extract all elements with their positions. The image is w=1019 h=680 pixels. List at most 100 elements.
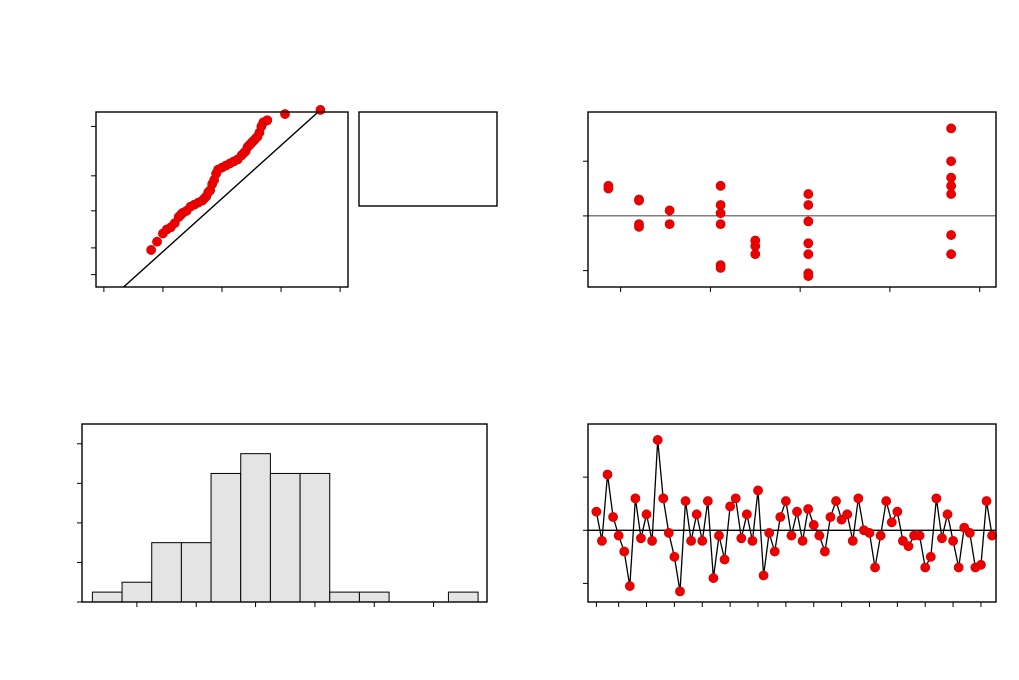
data-point (715, 208, 726, 219)
data-point (658, 493, 669, 504)
normal-probability-plot (91, 105, 349, 292)
data-point (870, 562, 880, 573)
data-point (715, 180, 726, 191)
data-point (946, 249, 957, 260)
data-point (803, 216, 814, 227)
data-point (624, 581, 635, 591)
plot-frame (81, 423, 488, 603)
data-point (831, 496, 841, 506)
data-point (964, 528, 975, 538)
data-point (663, 528, 674, 538)
data-point (619, 546, 630, 557)
data-point (946, 230, 957, 240)
data-point (914, 530, 925, 541)
data-point (591, 506, 602, 517)
data-point (803, 249, 814, 260)
histogram-bar (121, 581, 153, 603)
legend-box (358, 111, 498, 207)
plot-frame (587, 111, 997, 288)
data-point (669, 551, 680, 562)
histogram-bar (151, 542, 182, 603)
data-point (741, 509, 752, 520)
residuals-vs-order-plot (583, 423, 997, 607)
data-point (686, 535, 697, 546)
data-point (808, 520, 819, 530)
data-point (925, 551, 936, 562)
data-point (641, 509, 652, 520)
data-point (948, 535, 958, 546)
data-point (981, 496, 992, 506)
data-point (786, 530, 797, 541)
plot-frame (95, 111, 349, 288)
data-point (886, 517, 897, 528)
data-point (708, 573, 719, 583)
data-point (864, 528, 875, 538)
data-point (903, 541, 914, 552)
histogram-plot (77, 423, 488, 607)
data-point (803, 271, 814, 281)
data-point (976, 559, 986, 570)
histogram-bar (210, 472, 242, 603)
data-point (597, 535, 607, 546)
data-point (602, 469, 613, 480)
data-point (803, 238, 814, 249)
data-point (775, 512, 786, 522)
data-point (613, 530, 624, 541)
histogram-bar (329, 591, 360, 603)
histogram-bar (180, 542, 212, 603)
data-point (803, 504, 814, 514)
data-point (750, 249, 761, 260)
data-point (630, 493, 641, 504)
data-point (730, 493, 741, 504)
data-point (819, 546, 830, 557)
data-point (764, 528, 775, 538)
data-point (792, 506, 802, 517)
histogram-bar (299, 472, 331, 603)
data-point (715, 219, 726, 230)
data-point (853, 493, 864, 504)
data-point (750, 241, 761, 251)
data-point (715, 262, 726, 273)
data-point (881, 496, 892, 506)
data-point (769, 546, 780, 557)
data-point (937, 533, 947, 544)
data-point (702, 496, 713, 506)
plot-frame (587, 423, 997, 603)
data-point (680, 496, 691, 506)
histogram-bar (358, 591, 390, 603)
data-point (825, 512, 836, 522)
data-point (636, 533, 646, 544)
data-point (647, 535, 657, 546)
data-point (797, 535, 808, 546)
data-point (608, 512, 618, 522)
data-point (280, 109, 290, 119)
data-point (262, 115, 273, 126)
data-point (664, 205, 675, 216)
data-point (803, 189, 814, 199)
data-point (715, 200, 726, 210)
data-point (691, 509, 702, 520)
histogram-bar (269, 472, 301, 603)
data-point (847, 535, 858, 546)
data-point (736, 533, 747, 544)
data-point (758, 570, 769, 581)
data-point (875, 530, 886, 541)
histogram-bar (240, 453, 271, 603)
data-point (719, 554, 730, 565)
data-point (780, 496, 791, 506)
data-point (842, 509, 853, 520)
histogram-bar (91, 591, 123, 603)
data-point (946, 123, 957, 134)
data-point (664, 219, 675, 230)
residuals-vs-fits-plot (583, 111, 997, 292)
data-point (953, 562, 964, 573)
data-point (946, 156, 957, 167)
data-point (652, 435, 663, 445)
data-point (725, 501, 736, 512)
data-point (946, 189, 957, 199)
data-point (315, 105, 326, 115)
histogram-bar (447, 591, 479, 603)
data-point (634, 195, 644, 206)
